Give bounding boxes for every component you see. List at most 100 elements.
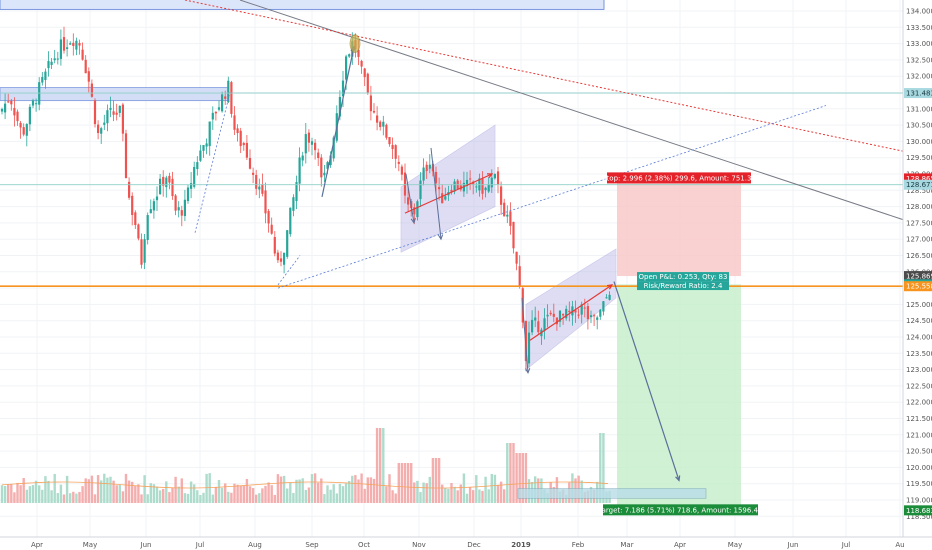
candle-body xyxy=(239,130,242,147)
price-tag xyxy=(904,271,932,282)
volume-bar xyxy=(360,473,363,503)
volume-bar xyxy=(292,492,295,503)
candle-body xyxy=(236,128,239,134)
candle-body xyxy=(31,100,35,106)
volume-bar xyxy=(431,458,435,503)
volume-bar xyxy=(7,484,10,503)
volume-bar xyxy=(382,428,385,503)
candle-body xyxy=(190,183,193,189)
volume-bar xyxy=(416,480,419,503)
candle-body xyxy=(196,162,199,170)
candle-body xyxy=(109,107,112,110)
candle-body xyxy=(450,189,453,192)
volume-zone xyxy=(517,488,707,499)
candle-body xyxy=(162,176,165,186)
volume-bar xyxy=(124,473,128,503)
candle-body xyxy=(568,310,571,313)
volume-bar xyxy=(211,494,214,503)
volume-bar xyxy=(41,489,44,503)
candle-body xyxy=(221,94,224,112)
volume-bar xyxy=(472,490,475,503)
candle-body xyxy=(255,174,258,189)
candle-body xyxy=(531,319,534,333)
candle-body xyxy=(323,172,326,176)
volume-bar xyxy=(493,474,497,503)
drawing-overlay xyxy=(0,0,904,482)
price-tag-label: 125.869 xyxy=(906,273,932,281)
time-tick-label: Jul xyxy=(841,541,851,549)
volume-bar xyxy=(100,480,103,503)
volume-bar xyxy=(56,493,59,503)
candle-body xyxy=(146,215,149,240)
arrow-target xyxy=(613,281,680,481)
volume-bar xyxy=(506,443,509,503)
time-axis[interactable]: Apr May Jun Jul Aug Sep Oct Nov Dec 2019 Feb Mar Apr… xyxy=(0,536,932,549)
volume-bar xyxy=(348,480,351,503)
volume-bar xyxy=(236,484,239,503)
time-tick-label: 2019 xyxy=(511,541,531,549)
volume-bar xyxy=(320,478,323,503)
candle-body xyxy=(552,313,555,317)
arrow-channel-2 xyxy=(529,284,613,341)
volume-bar xyxy=(397,463,400,503)
volume-bar xyxy=(174,476,177,503)
volume-bar xyxy=(158,490,162,503)
price-tick-label: 125.000 xyxy=(906,301,932,309)
volume-bar xyxy=(459,484,462,503)
price-tag-label: 128.865 xyxy=(906,175,932,183)
volume-bar xyxy=(462,473,466,503)
candle-body xyxy=(586,306,589,320)
time-tick-label: Au xyxy=(895,541,904,549)
candle-body xyxy=(208,121,211,147)
volume-bar xyxy=(258,493,261,503)
candle-body xyxy=(276,252,279,261)
candle-body xyxy=(555,317,558,325)
candle-body xyxy=(428,164,431,169)
candle-body xyxy=(534,317,537,321)
volume-bar xyxy=(146,494,149,503)
candle-body xyxy=(341,80,345,97)
trend-line-dotted-blue xyxy=(277,105,827,289)
price-tick-label: 123.500 xyxy=(906,350,932,358)
candle-body xyxy=(562,314,565,316)
volume-bar xyxy=(205,473,208,503)
time-tick-label: Jun xyxy=(787,541,799,549)
candle-body xyxy=(338,96,341,117)
candle-body xyxy=(100,128,103,134)
candle-body xyxy=(217,107,221,110)
candle-body xyxy=(394,145,397,159)
trend-line-down xyxy=(239,0,904,221)
volume-bar xyxy=(419,492,422,503)
volume-bar xyxy=(313,473,317,503)
candle-body xyxy=(258,186,261,190)
price-axis[interactable]: 134.000133.500133.000132.500132.000131.5… xyxy=(902,0,932,537)
volume-bar xyxy=(199,494,202,503)
volume-bar xyxy=(456,490,459,503)
volume-bar xyxy=(127,480,131,503)
candle-body xyxy=(558,310,562,322)
volume-bar xyxy=(34,480,38,503)
volume-bar xyxy=(422,482,425,503)
price-tick-label: 128.000 xyxy=(906,203,932,211)
pnl-label: Open P&L: 0.253, Qty: 83 xyxy=(639,273,728,281)
candle-body xyxy=(310,141,314,145)
volume-bar xyxy=(391,490,394,503)
time-tick-label: Feb xyxy=(572,541,585,549)
volume-bar xyxy=(512,443,515,503)
candle-body xyxy=(177,207,180,211)
candle-body xyxy=(245,142,248,158)
candle-body xyxy=(270,224,273,234)
volume-bar xyxy=(301,478,304,503)
volume-bar xyxy=(180,478,183,503)
time-tick-label: Jul xyxy=(195,541,205,549)
stop-label-bg xyxy=(607,172,751,184)
volume-bar xyxy=(93,494,97,503)
candle-body xyxy=(230,82,233,114)
candle-body xyxy=(10,100,13,105)
volume-ma-line xyxy=(1,481,609,489)
price-tag-label: 131.483 xyxy=(906,90,932,98)
volume-bar xyxy=(332,484,335,503)
volume-bar xyxy=(338,483,342,503)
volume-bar xyxy=(171,487,174,503)
